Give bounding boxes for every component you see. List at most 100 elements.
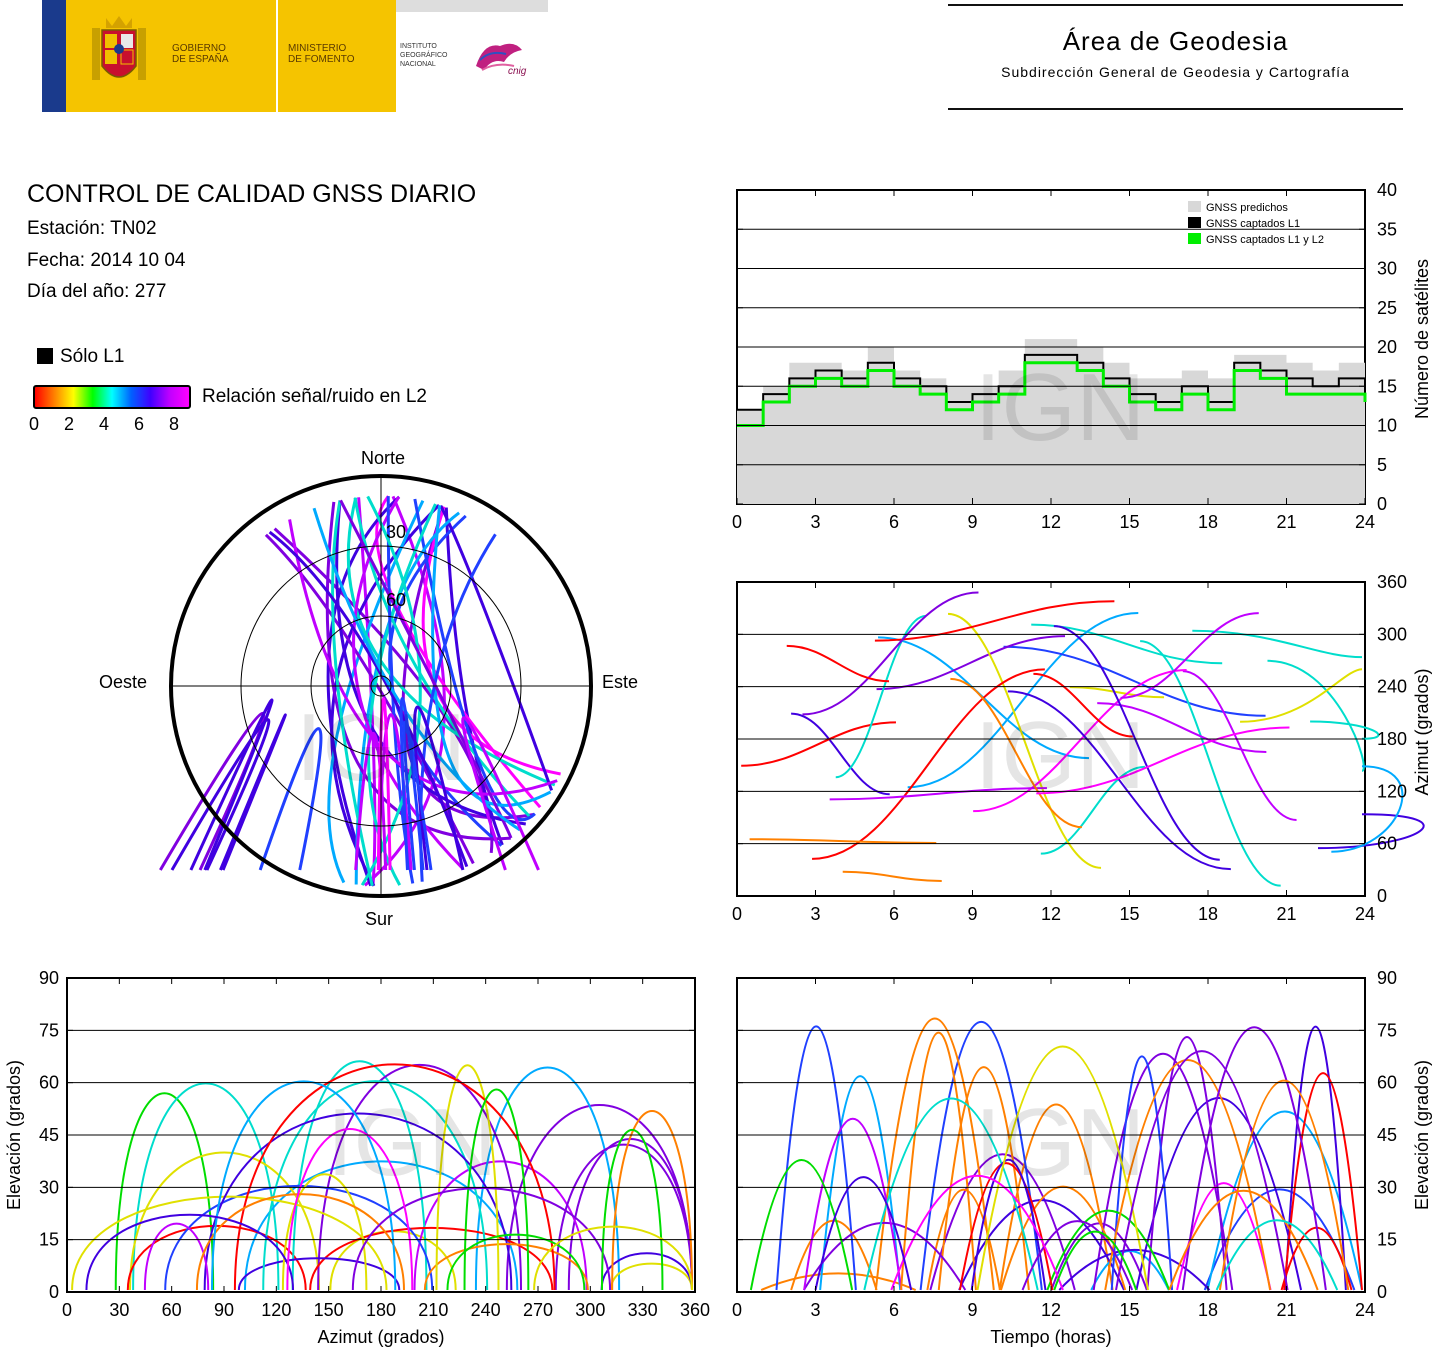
y-tick-label: 10 <box>1377 416 1397 436</box>
elev-azimuth-chart: 0 15 30 45 60 75 90 0 30 60 90 120 150 180 210 240 270 30… <box>4 968 710 1347</box>
sky-track <box>258 727 323 871</box>
ea-track <box>286 1128 414 1291</box>
x-tick-label: 21 <box>1276 512 1296 532</box>
header-rule-bottom <box>948 108 1403 110</box>
et-ylabel: Elevación (grados) <box>1412 1060 1432 1210</box>
y-tick-label: 60 <box>1377 834 1397 854</box>
watermark-sky: IGN <box>296 694 467 801</box>
sky-track <box>431 505 552 807</box>
sky-track <box>376 697 392 871</box>
station-label: Estación: TN02 <box>27 218 157 239</box>
et-track <box>1135 1097 1303 1291</box>
y-tick-label: 40 <box>1377 180 1397 200</box>
count-series-group <box>737 339 1367 504</box>
az-track <box>802 591 979 716</box>
az-track <box>907 611 1139 789</box>
watermark-et: IGN <box>975 1089 1146 1196</box>
az-track <box>950 677 1082 829</box>
az-track <box>1007 690 1231 871</box>
count-legend: GNSS predichos GNSS captados L1 GNSS cap… <box>1188 201 1324 246</box>
x-tick-label: 6 <box>889 512 899 532</box>
az-track <box>835 614 927 779</box>
cnig-logo-icon: cnig <box>476 43 527 77</box>
az-track <box>842 870 942 882</box>
gobierno-line1: GOBIERNO <box>172 43 226 54</box>
az-track <box>973 669 1187 813</box>
y-tick-label: 15 <box>39 1230 59 1250</box>
y-tick-label: 15 <box>1377 376 1397 396</box>
et-track <box>919 1020 1043 1291</box>
y-tick-label: 60 <box>39 1073 59 1093</box>
area-subtitle: Subdirección General de Geodesia y Carto… <box>1001 64 1350 80</box>
sky-track <box>444 507 504 846</box>
sky-east-label: Este <box>602 672 638 692</box>
ea-track <box>600 1252 693 1291</box>
legend-swatch-l1l2 <box>1188 233 1201 244</box>
report-title: CONTROL DE CALIDAD GNSS DIARIO <box>27 180 477 208</box>
x-tick-label: 15 <box>1119 1300 1139 1320</box>
ea-track <box>317 1064 523 1291</box>
et-track <box>760 1272 917 1291</box>
ea-track <box>554 1143 693 1291</box>
x-tick-label: 24 <box>1355 904 1375 924</box>
doy-label: Día del año: 277 <box>27 281 167 302</box>
y-tick-label: 90 <box>39 968 59 988</box>
sky-r30-label: 30 <box>386 522 406 542</box>
gobierno-logo-panel <box>66 0 276 112</box>
watermark-az: IGN <box>975 702 1146 809</box>
snr-tick-0: 0 <box>29 414 40 434</box>
sky-track <box>439 504 554 791</box>
sky-track <box>399 697 425 871</box>
series-l1l2-line <box>737 361 1367 427</box>
cnig-text: cnig <box>508 66 527 77</box>
ea-track <box>600 1129 664 1291</box>
ea-ylabel: Elevación (grados) <box>4 1060 24 1210</box>
az-track <box>1069 686 1165 699</box>
et-track <box>976 1045 1149 1291</box>
x-tick-label: 12 <box>1041 512 1061 532</box>
count-ylabel: Número de satélites <box>1412 259 1432 419</box>
x-tick-label: 90 <box>214 1300 234 1320</box>
az-track <box>1120 612 1259 699</box>
et-track <box>1058 1249 1211 1291</box>
x-tick-label: 3 <box>810 1300 820 1320</box>
area-title: Área de Geodesia <box>1062 26 1289 56</box>
sky-north-label: Norte <box>361 448 405 468</box>
az-track <box>1140 640 1281 887</box>
watermark-ea: IGN <box>327 1089 498 1196</box>
az-track <box>874 600 1115 642</box>
y-tick-label: 90 <box>1377 968 1397 988</box>
x-tick-label: 270 <box>523 1300 553 1320</box>
x-tick-label: 24 <box>1355 1300 1375 1320</box>
x-tick-label: 9 <box>967 1300 977 1320</box>
ea-track <box>128 1151 321 1291</box>
ea-track <box>203 1112 513 1291</box>
et-track <box>749 1159 854 1291</box>
x-tick-label: 300 <box>575 1300 605 1320</box>
y-tick-label: 30 <box>1377 259 1397 279</box>
y-tick-label: 0 <box>49 1282 59 1302</box>
y-tick-label: 120 <box>1377 781 1407 801</box>
et-track <box>874 1017 995 1291</box>
y-tick-label: 75 <box>1377 1020 1397 1040</box>
et-track <box>937 1066 1030 1291</box>
ea-track <box>505 1104 693 1291</box>
az-track <box>1053 625 1220 861</box>
skyplot-chart: Norte Sur Este Oeste 30 60 <box>99 448 638 929</box>
sky-track <box>346 497 556 787</box>
et-track <box>929 1153 1076 1291</box>
et-track <box>1021 1220 1134 1291</box>
x-tick-label: 210 <box>418 1300 448 1320</box>
x-tick-label: 6 <box>889 904 899 924</box>
snr-tick-2: 2 <box>64 414 75 434</box>
snr-label: Relación señal/ruido en L2 <box>202 386 427 407</box>
y-tick-label: 20 <box>1377 337 1397 357</box>
x-tick-label: 18 <box>1198 904 1218 924</box>
et-track <box>890 1174 1064 1291</box>
elev-time-chart: 0 15 30 45 60 75 90 0 3 6 9 12 15 18 21 24 Tiempo (hora… <box>732 968 1432 1347</box>
sky-track <box>327 500 425 884</box>
y-tick-label: 35 <box>1377 219 1397 239</box>
ea-track <box>309 1226 554 1291</box>
ea-track <box>237 1257 401 1291</box>
sky-track <box>354 731 388 871</box>
